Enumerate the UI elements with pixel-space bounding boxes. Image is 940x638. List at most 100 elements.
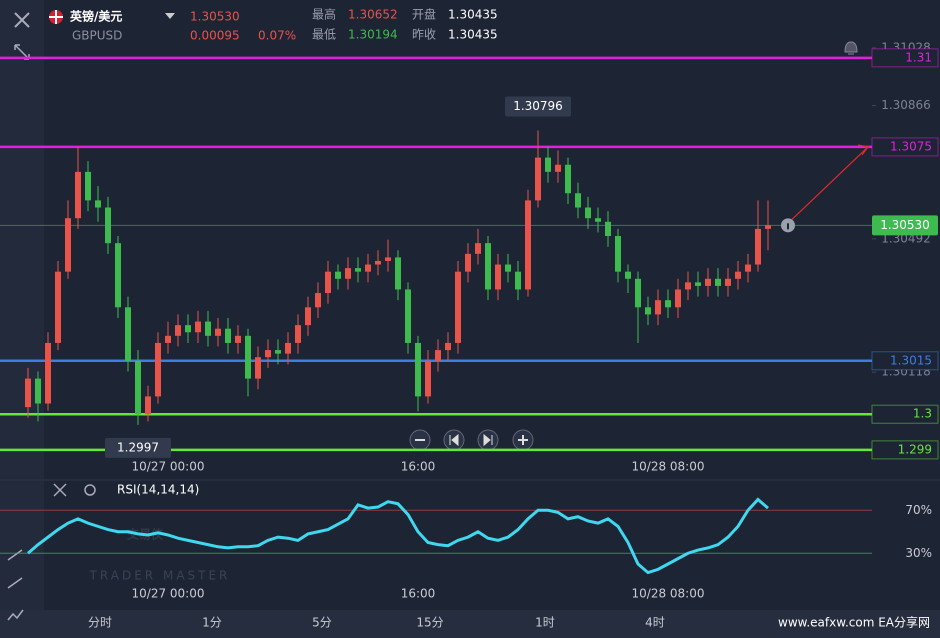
fullscreen-button[interactable] [14, 44, 30, 60]
timeframe-tab[interactable]: 5分 [312, 616, 332, 630]
candle-body [35, 378, 41, 404]
timeframe-tab[interactable]: 分时 [88, 616, 112, 630]
candle-body [595, 218, 601, 222]
candle-body [45, 342, 51, 404]
candle-body [565, 164, 571, 194]
candle-body [515, 271, 521, 290]
candle-body [695, 282, 701, 286]
x-tick-label: 10/27 00:00 [132, 460, 205, 474]
extreme-label: 1.30796 [513, 99, 563, 113]
line-label: 1.3 [913, 407, 932, 421]
stat-label: 最高 [312, 7, 336, 22]
line-label: 1.3075 [890, 139, 932, 153]
candle-body [355, 268, 361, 272]
candle-body [625, 271, 631, 279]
line-label-box [871, 137, 939, 157]
candle-body [705, 278, 711, 286]
candle-body [755, 228, 761, 265]
candle-body [445, 342, 451, 351]
extreme-label: 1.2997 [117, 440, 159, 454]
candle-body [505, 264, 511, 272]
tab-bar [0, 610, 940, 638]
x-tick-label: 10/28 08:00 [632, 587, 705, 601]
scroll-right[interactable] [477, 429, 499, 451]
y-tick-label: 1.30866 [881, 98, 931, 112]
candle-body [295, 325, 301, 343]
candle-body [645, 307, 651, 315]
timeframe-tab[interactable]: 1时 [535, 616, 555, 630]
change: 0.00095 [190, 29, 240, 43]
flag-icon [49, 10, 63, 24]
stat-value: 1.30435 [448, 8, 498, 22]
close-button[interactable] [14, 12, 30, 28]
indicator-close[interactable] [53, 483, 67, 497]
x-tick-label: 10/27 00:00 [132, 587, 205, 601]
candle-body [485, 243, 491, 290]
candle-body [285, 342, 291, 354]
candle-body [275, 350, 281, 354]
line-label: 1.3015 [890, 353, 932, 367]
indicator-settings[interactable] [84, 484, 96, 496]
candle-body [765, 225, 771, 229]
candle-body [635, 278, 641, 308]
stat-value: 1.30435 [448, 28, 498, 42]
price: 1.30530 [190, 10, 240, 24]
pair-name[interactable]: 英镑/美元 [70, 9, 122, 24]
candle-body [735, 271, 741, 279]
stat-label: 开盘 [412, 7, 436, 22]
candle-body [75, 171, 81, 219]
stat-value: 1.30652 [348, 8, 398, 22]
x-tick-label: 10/28 08:00 [632, 460, 705, 474]
candle-body [225, 328, 231, 343]
tool-icon[interactable] [7, 549, 24, 621]
x-tick-label: 16:00 [401, 460, 436, 474]
extreme-box [105, 437, 171, 458]
candle-body [575, 193, 581, 208]
candle-body [585, 207, 591, 219]
info-icon-glyph [787, 223, 789, 230]
y-tick-label: 70% [905, 503, 932, 517]
rsi-line [27, 497, 769, 575]
alert-bell[interactable] [844, 41, 858, 55]
indicator-title: RSI(14,14,14) [117, 483, 199, 497]
candle-body [715, 278, 721, 286]
x-tick-label: 16:00 [401, 587, 436, 601]
change-pct: 0.07% [258, 29, 296, 43]
candle-body [475, 243, 481, 254]
scroll-left[interactable] [443, 429, 465, 451]
last-price-box [872, 215, 938, 236]
candle-body [95, 200, 101, 208]
candle-body [185, 325, 191, 333]
pair-dropdown[interactable] [165, 13, 175, 19]
stat-label: 最低 [312, 28, 336, 42]
line-label-box [871, 351, 939, 371]
candle-body [365, 264, 371, 272]
stat-value: 1.30194 [348, 28, 398, 42]
watermark-sub: TRADER MASTER [89, 569, 231, 583]
candle-body [215, 328, 221, 336]
timeframe-tab[interactable]: 15分 [416, 616, 443, 630]
candle-body [175, 325, 181, 336]
timeframe-tab[interactable]: 1分 [202, 616, 222, 630]
candle-body [425, 360, 431, 397]
candle-body [155, 342, 161, 397]
line-label: 1.31 [905, 50, 932, 64]
line-label: 1.299 [898, 442, 932, 456]
candle-body [685, 282, 691, 290]
zoom-out[interactable] [409, 429, 431, 451]
stat-label: 昨收 [412, 28, 436, 42]
candle-body [195, 321, 201, 333]
extreme-box [505, 96, 571, 117]
candle-body [435, 350, 441, 361]
zoom-in[interactable] [512, 429, 534, 451]
candle-body [265, 350, 271, 358]
timeframe-tab[interactable]: 4时 [645, 616, 665, 630]
candle-body [115, 243, 121, 308]
candle-body [525, 200, 531, 290]
candle-body [85, 171, 91, 201]
line-label-box [871, 440, 939, 460]
candle-body [135, 360, 141, 415]
